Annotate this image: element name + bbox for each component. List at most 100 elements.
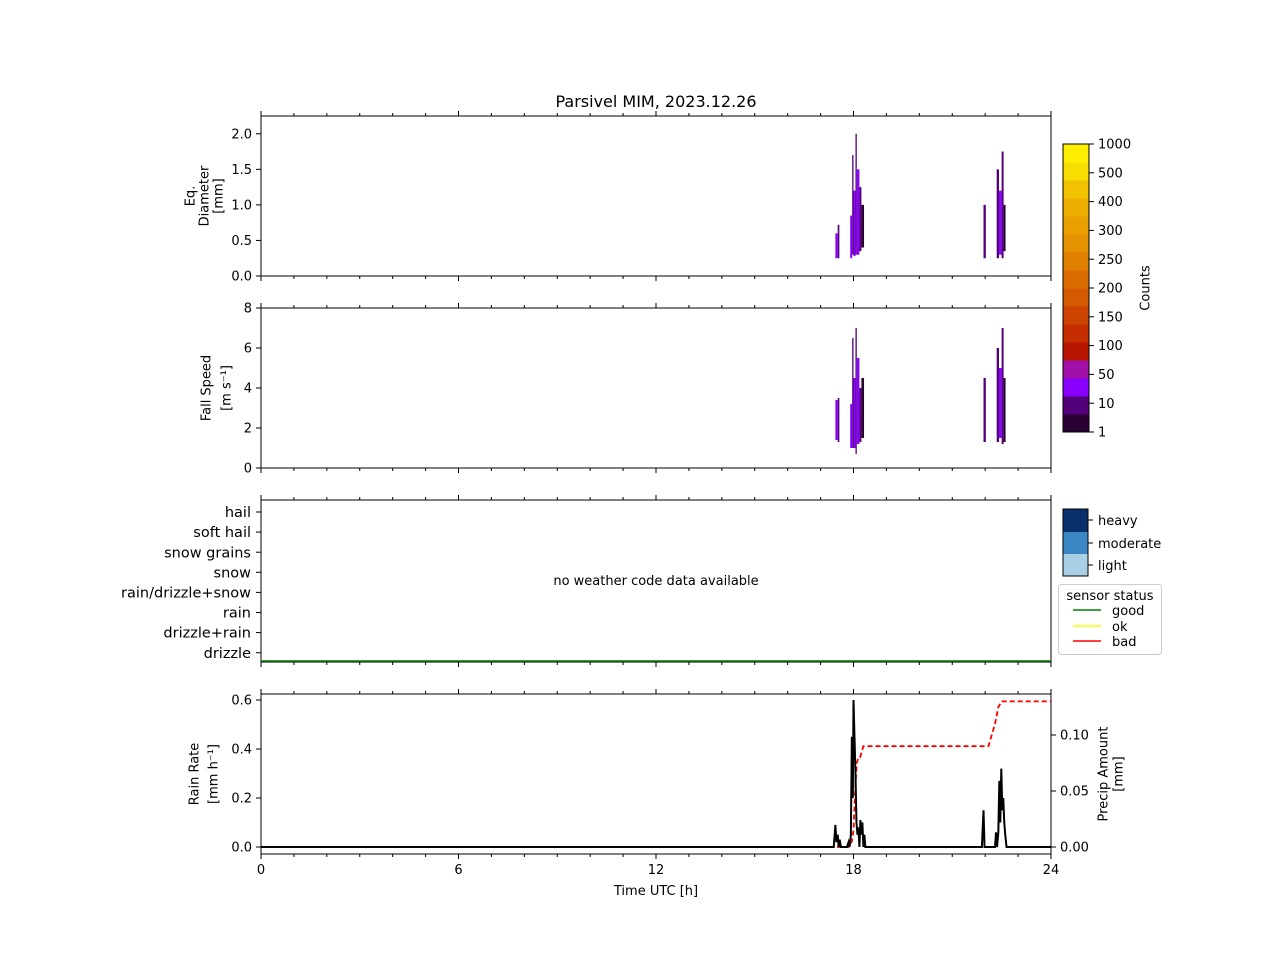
diameter-cell (1003, 204, 1006, 252)
fallspeed-xticks (260, 303, 1052, 473)
weather-category-label: rain (223, 606, 251, 622)
diameter-cell (835, 233, 838, 259)
x-tick-label: 6 (454, 863, 462, 878)
rain-yticks-left: 0.0 0.2 0.4 0.6 (231, 694, 261, 856)
rain-xticks: 0 6 12 18 24 (257, 689, 1059, 878)
weather-category-label: soft hail (193, 525, 251, 541)
y-tick-label: 1.5 (231, 163, 252, 178)
precip-ylabel-2: [mm] (1112, 756, 1127, 791)
fallspeed-ylabel-2: [m s⁻¹] (220, 365, 235, 411)
colorbar-segment (1063, 396, 1089, 415)
weather-category-label: snow (214, 565, 252, 581)
y-tick-label: 0.6 (231, 694, 252, 709)
diameter-cell (856, 169, 860, 255)
colorbar-segment (1063, 378, 1089, 397)
weather-category-label: drizzle+rain (163, 626, 251, 642)
fallspeed-cell (861, 378, 865, 438)
diameter-cell (853, 190, 856, 257)
diameter-cell (1001, 151, 1004, 259)
colorbar-segment (1063, 270, 1089, 289)
colorbar-ticks: 1 10 50 100 150 200 250 300 400 500 1000 (1089, 138, 1131, 441)
weather-category-label: snow grains (164, 545, 251, 561)
diameter-ylabel-1: Eq. (184, 186, 199, 207)
sensor-status-legend: sensor status good ok bad (1058, 584, 1162, 655)
colorbar-label: Counts (1139, 265, 1154, 311)
diameter-xticks (260, 111, 1052, 281)
rain-ylabel-1: Rain Rate (188, 743, 203, 806)
sensor-good-label: good (1112, 604, 1144, 619)
colorbar-segment (1063, 144, 1089, 163)
sensor-legend-title: sensor status (1066, 589, 1153, 604)
colorbar-tick-label: 1000 (1098, 138, 1131, 153)
diameter-ylabel-2: Diameter (198, 165, 213, 226)
fallspeed-yticks: 0 2 4 6 8 (244, 302, 261, 477)
diameter-ylabel-3: [mm] (212, 178, 227, 213)
colorbar-tick-label: 200 (1098, 282, 1123, 297)
colorbar-tick-label: 50 (1098, 368, 1115, 383)
fallspeed-cells (835, 328, 1006, 454)
colorbar-segment (1063, 288, 1089, 307)
colorbar-tick-label: 150 (1098, 310, 1123, 325)
weather-category-label: hail (225, 505, 251, 521)
diameter-cell (861, 204, 865, 248)
x-tick-label: 18 (845, 863, 862, 878)
y-tick-label: 0.2 (231, 792, 252, 807)
fallspeed-cell (852, 338, 854, 448)
diameter-cell (859, 187, 862, 252)
y-tick-label: 6 (244, 342, 252, 357)
colorbar-segment (1063, 306, 1089, 325)
weather-panel: hail soft hail snow grains snow rain/drizzle… (121, 495, 1162, 667)
sensor-bad-label: bad (1112, 635, 1136, 650)
y-tick-label: 0.00 (1060, 841, 1089, 856)
intensity-light-swatch (1063, 554, 1088, 576)
y-tick-label: 0 (244, 462, 252, 477)
colorbar-segment (1063, 198, 1089, 217)
intensity-moderate-swatch (1063, 532, 1088, 554)
diameter-cell (996, 169, 999, 259)
y-tick-label: 0.4 (231, 743, 252, 758)
fallspeed-cell (983, 378, 986, 442)
chart-title: Parsivel MIM, 2023.12.26 (555, 92, 756, 111)
fallspeed-cell (856, 358, 860, 444)
intensity-heavy-swatch (1063, 509, 1088, 532)
precip-amount-line (261, 700, 1051, 848)
diameter-cell (850, 215, 853, 259)
y-tick-label: 0.05 (1060, 785, 1089, 800)
fallspeed-cell (998, 368, 1002, 438)
rain-panel: 0.0 0.2 0.4 0.6 0.00 0.05 0.10 0 6 12 18 24 Rain … (188, 689, 1127, 899)
x-tick-label: 0 (257, 863, 265, 878)
fallspeed-cell (835, 400, 838, 440)
fallspeed-ylabel-1: Fall Speed (200, 355, 215, 421)
y-tick-label: 1.0 (231, 198, 252, 213)
fallspeed-axes-frame (260, 307, 1052, 469)
diameter-cell (983, 204, 986, 259)
colorbar-segment (1063, 162, 1089, 181)
intensity-legend: heavy moderate light (1062, 508, 1161, 577)
weather-xticks (260, 495, 1052, 667)
diameter-panel: 0.0 0.5 1.0 1.5 2.0 Eq. Diameter [mm] (184, 111, 1052, 285)
colorbar-cells (1063, 144, 1089, 433)
fallspeed-cell (855, 328, 857, 454)
colorbar-tick-label: 10 (1098, 397, 1115, 412)
sensor-legend-box (1058, 584, 1162, 655)
x-tick-label: 12 (648, 863, 665, 878)
diameter-cell (998, 190, 1002, 255)
y-tick-label: 0.10 (1060, 729, 1089, 744)
colorbar-tick-label: 500 (1098, 166, 1123, 181)
rain-rate-line (261, 699, 1051, 848)
fallspeed-cell (859, 388, 862, 442)
fallspeed-panel: 0 2 4 6 8 Fall Speed [m s⁻¹] (200, 302, 1052, 477)
diameter-cells (835, 133, 1006, 259)
colorbar-segment (1063, 180, 1089, 199)
weather-yticks: hail soft hail snow grains snow rain/drizzle… (121, 505, 261, 662)
rain-yticks-right: 0.00 0.05 0.10 (1051, 729, 1089, 856)
diameter-yticks: 0.0 0.5 1.0 1.5 2.0 (231, 127, 261, 285)
colorbar-tick-label: 1 (1098, 426, 1106, 441)
colorbar: 1 10 50 100 150 200 250 300 400 500 1000 Counts (1062, 138, 1154, 441)
colorbar-segment (1063, 234, 1089, 253)
no-data-message: no weather code data available (553, 574, 758, 589)
fallspeed-cell (853, 378, 856, 448)
rain-ylabel-2: [mm h⁻¹] (207, 744, 222, 804)
colorbar-segment (1063, 360, 1089, 379)
colorbar-segment (1063, 252, 1089, 271)
